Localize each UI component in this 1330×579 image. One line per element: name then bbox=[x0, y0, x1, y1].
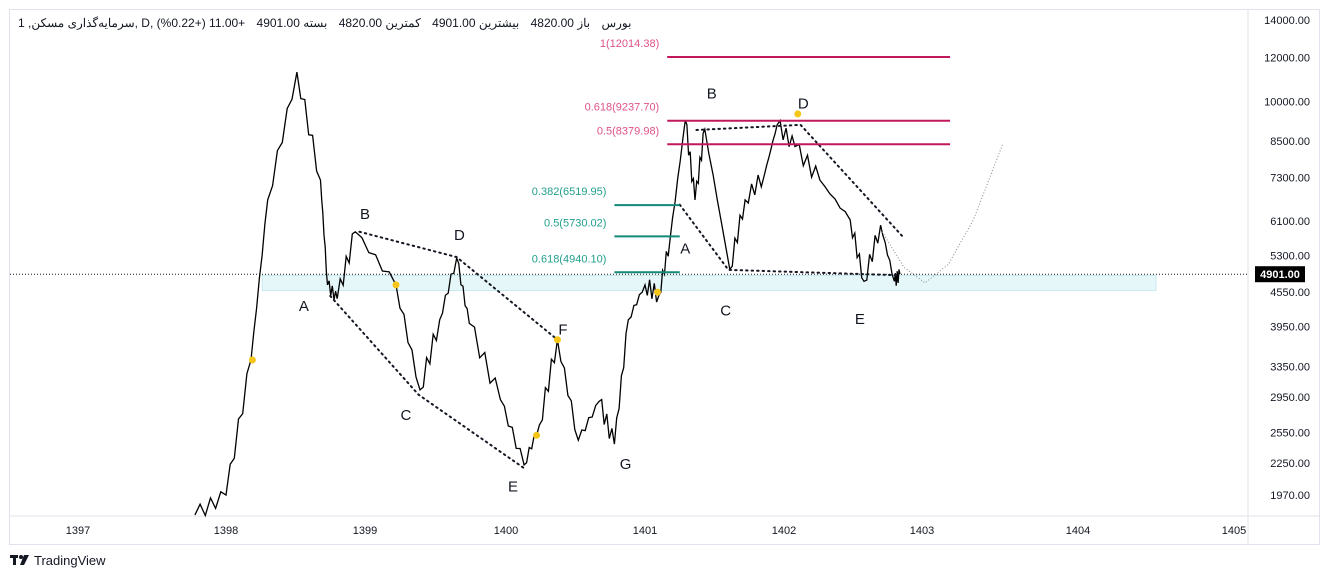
tradingview-icon bbox=[10, 555, 29, 565]
fib-level-label: 0.382(6519.95) bbox=[532, 186, 607, 198]
wave-label: B bbox=[360, 206, 370, 223]
price-tick-label: 2250.00 bbox=[1270, 458, 1310, 470]
price-tick-label: 4550.00 bbox=[1270, 287, 1310, 299]
price-tick-label: 14000.00 bbox=[1264, 15, 1310, 27]
wave-label: C bbox=[400, 407, 411, 424]
time-tick-label: 1405 bbox=[1222, 525, 1246, 537]
time-tick-label: 1400 bbox=[494, 525, 518, 537]
event-marker bbox=[392, 281, 400, 289]
time-tick-label: 1403 bbox=[910, 525, 934, 537]
tradingview-logo[interactable]: TradingView bbox=[10, 553, 106, 568]
time-tick-label: 1401 bbox=[633, 525, 657, 537]
wave-label: A bbox=[299, 298, 309, 315]
time-tick-label: 1399 bbox=[353, 525, 377, 537]
fib-level-label: 0.5(8379.98) bbox=[597, 125, 659, 137]
close-value: بسته 4901.00 bbox=[256, 16, 328, 30]
price-tick-label: 7300.00 bbox=[1270, 173, 1310, 185]
open-value: باز 4820.00 bbox=[530, 16, 591, 30]
fib-level-label: 1(12014.38) bbox=[600, 38, 659, 50]
projection-path bbox=[880, 142, 1004, 284]
event-marker bbox=[553, 336, 561, 344]
price-tick-label: 1970.00 bbox=[1270, 490, 1310, 502]
wave-label: C bbox=[720, 302, 731, 319]
symbol-title[interactable]: 1 ,سرمایه‌گذاری مسکن, D, بورس bbox=[18, 16, 632, 30]
event-marker bbox=[248, 356, 256, 364]
price-tick-label: 6100.00 bbox=[1270, 216, 1310, 228]
wave-label: G bbox=[620, 456, 632, 473]
time-tick-label: 1397 bbox=[66, 525, 90, 537]
price-tick-label: 5300.00 bbox=[1270, 250, 1310, 262]
price-tick-label: 10000.00 bbox=[1264, 96, 1310, 108]
trendline bbox=[678, 203, 901, 277]
low-value: کمترین 4820.00 bbox=[338, 16, 421, 30]
wave-label: A bbox=[680, 241, 690, 258]
price-series-line bbox=[194, 71, 901, 518]
price-tick-label: 3350.00 bbox=[1270, 361, 1310, 373]
price-tick-label: 2950.00 bbox=[1270, 392, 1310, 404]
wave-label: D bbox=[798, 95, 809, 112]
price-tick-label: 3950.00 bbox=[1270, 321, 1310, 333]
last-price-badge bbox=[1255, 266, 1305, 283]
last-price-label: 4901.00 bbox=[1260, 269, 1300, 281]
time-tick-label: 1398 bbox=[214, 525, 238, 537]
fib-level-label: 0.618(9237.70) bbox=[585, 102, 660, 114]
fib-level-label: 0.5(5730.02) bbox=[544, 217, 606, 229]
event-marker bbox=[533, 431, 541, 439]
price-tick-label: 2550.00 bbox=[1270, 427, 1310, 439]
support-zone bbox=[261, 274, 1157, 291]
wave-label: E bbox=[855, 311, 865, 328]
legend-header: 1 ,سرمایه‌گذاری مسکن, D, بورس باز 4820.0… bbox=[18, 16, 639, 30]
event-marker bbox=[654, 288, 662, 296]
brand-name: TradingView bbox=[34, 553, 106, 568]
wave-label: F bbox=[558, 321, 567, 338]
wave-label: E bbox=[508, 478, 518, 495]
high-value: بیشترین 4901.00 bbox=[432, 16, 520, 30]
time-tick-label: 1404 bbox=[1066, 525, 1090, 537]
price-tick-label: 12000.00 bbox=[1264, 52, 1310, 64]
trendline bbox=[358, 230, 559, 341]
chart-frame bbox=[9, 9, 1320, 545]
wave-label: B bbox=[707, 86, 717, 103]
trendline bbox=[695, 123, 906, 240]
fib-level-label: 0.618(4940.10) bbox=[532, 253, 607, 265]
event-marker bbox=[794, 110, 802, 118]
price-tick-label: 8500.00 bbox=[1270, 136, 1310, 148]
trendline bbox=[329, 294, 526, 470]
time-tick-label: 1402 bbox=[772, 525, 796, 537]
change-value: +11.00 (+0.22%) bbox=[156, 16, 246, 30]
wave-label: D bbox=[454, 227, 465, 244]
